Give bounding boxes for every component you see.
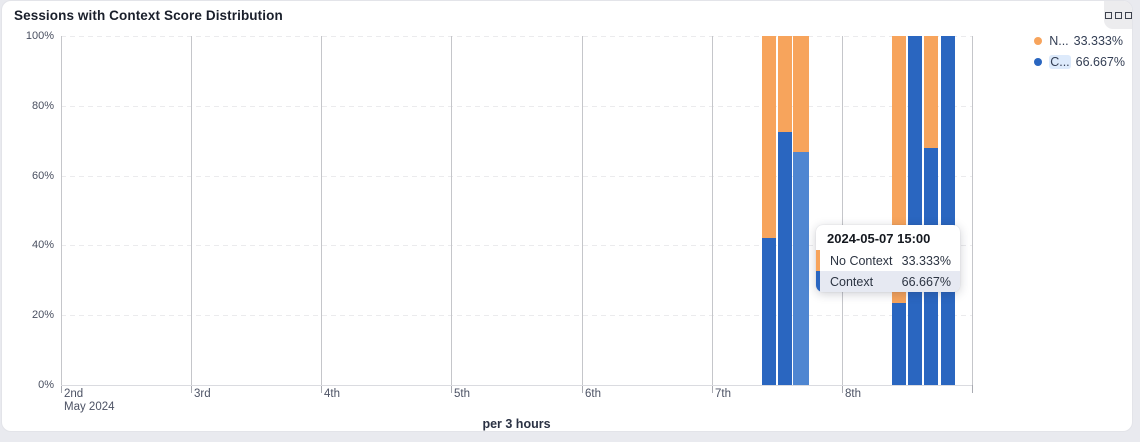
legend-value: 66.667% (1075, 55, 1125, 69)
x-axis-line (61, 385, 972, 386)
x-axis-tick (321, 385, 322, 393)
tooltip-title: 2024-05-07 15:00 (827, 231, 931, 246)
x-axis-tick (842, 385, 843, 393)
no-context-segment[interactable] (761, 36, 776, 239)
legend-value: 33.333% (1073, 34, 1123, 48)
no-context-segment[interactable] (793, 36, 810, 153)
legend-item[interactable]: N... 33.333% (1034, 34, 1123, 48)
x-axis-tick (191, 385, 192, 393)
x-axis-month-caption: May 2024 (64, 401, 115, 413)
y-axis-tick-label: 20% (31, 309, 54, 322)
no-context-segment[interactable] (777, 36, 792, 132)
x-axis-tick-label: 4th (324, 388, 340, 400)
gridline-horizontal (61, 245, 972, 247)
plot-area: 2nd 3rd 4th 5th 6th 7th 8th May 2024 (61, 36, 973, 413)
tooltip-series-color-strip (816, 250, 820, 271)
x-axis-tick (972, 385, 973, 393)
context-segment[interactable] (777, 131, 792, 385)
legend-label: N... (1049, 34, 1069, 48)
gridline-vertical (61, 36, 62, 385)
stacked-bar[interactable] (761, 36, 776, 385)
context-segment[interactable] (940, 36, 955, 385)
three-boxes-icon (1114, 11, 1122, 19)
y-axis-tick-label: 80% (31, 99, 54, 112)
chart-card: Sessions with Context Score Distribution… (1, 0, 1133, 432)
gridline-vertical (582, 36, 583, 385)
stacked-bar[interactable] (891, 36, 906, 385)
gridline-vertical (842, 36, 843, 385)
gridline-horizontal (61, 315, 972, 317)
tooltip-series-value: 33.333% (901, 253, 951, 268)
y-axis-tick-label: 0% (38, 379, 54, 391)
x-axis-tick (712, 385, 713, 393)
tooltip-row: No Context 33.333% (816, 250, 960, 271)
legend-item[interactable]: C... 66.667% (1034, 55, 1125, 69)
tooltip-series-label: No Context (830, 253, 893, 268)
gridline-vertical (712, 36, 713, 385)
context-segment[interactable] (891, 303, 906, 385)
y-axis-tick-label: 60% (31, 169, 54, 182)
three-boxes-icon (1124, 11, 1132, 19)
x-axis-tick-label: 5th (454, 388, 470, 400)
x-axis-title: per 3 hours (482, 417, 551, 431)
context-segment[interactable] (908, 36, 923, 385)
context-segment[interactable] (793, 152, 810, 385)
gridline-horizontal (61, 36, 972, 37)
y-axis-tick-label: 40% (31, 239, 54, 252)
x-axis-tick (451, 385, 452, 393)
legend-dot-icon (1034, 37, 1043, 45)
gridline-horizontal (61, 175, 972, 177)
x-axis-tick (582, 385, 583, 393)
tooltip-series-value: 66.667% (901, 274, 951, 289)
stacked-bar[interactable] (793, 36, 810, 385)
legend-dot-icon (1034, 58, 1043, 66)
x-axis-tick-label: 8th (845, 388, 861, 400)
x-axis-tick (61, 385, 62, 393)
tooltip-series-color-strip (816, 271, 820, 292)
gridline-vertical (321, 36, 322, 385)
legend-label: C... (1049, 55, 1071, 69)
y-axis-tick-label: 100% (25, 30, 54, 42)
tooltip-row: Context 66.667% (816, 271, 960, 292)
chart-title: Sessions with Context Score Distribution (14, 8, 283, 23)
gridline-horizontal (61, 105, 972, 107)
tooltip: 2024-05-07 15:00 No Context 33.333% Contex… (816, 225, 960, 292)
three-boxes-icon (1104, 11, 1112, 19)
x-axis-tick-label: 7th (715, 388, 731, 400)
x-axis-tick-label: 2nd (64, 388, 84, 400)
stacked-bar[interactable] (940, 36, 955, 385)
gridline-vertical (191, 36, 192, 385)
chart-options-button[interactable] (1104, 1, 1132, 29)
tooltip-series-label: Context (830, 274, 874, 289)
gridline-vertical (451, 36, 452, 385)
gridline-vertical (972, 36, 973, 385)
legend: N... 33.333% C... 66.667% (1034, 34, 1125, 69)
no-context-segment[interactable] (924, 36, 939, 148)
x-axis-tick-label: 6th (585, 388, 601, 400)
stacked-bar[interactable] (777, 36, 792, 385)
stacked-bar[interactable] (924, 36, 939, 385)
stacked-bar[interactable] (908, 36, 923, 385)
context-segment[interactable] (761, 238, 776, 385)
x-axis-tick-label: 3rd (194, 388, 211, 400)
